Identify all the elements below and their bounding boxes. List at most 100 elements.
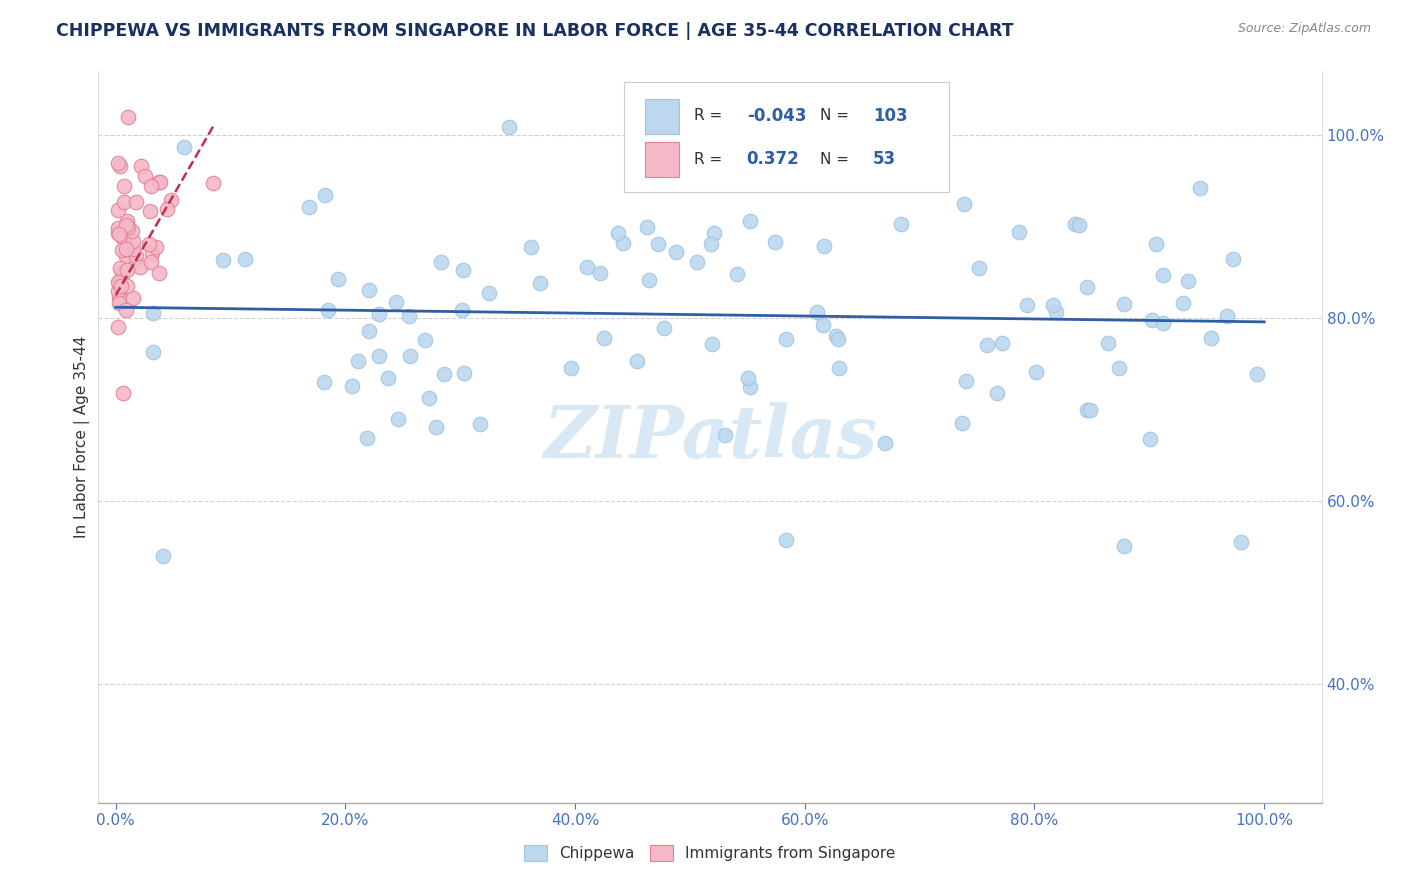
Point [111, 229, 134, 244]
Point [714, 428, 737, 442]
Point [108, 261, 131, 276]
Point [529, 276, 551, 290]
Point [114, 303, 136, 318]
Point [1097, 336, 1119, 351]
Point [112, 385, 135, 400]
Point [145, 240, 167, 254]
Legend: Chippewa, Immigrants from Singapore: Chippewa, Immigrants from Singapore [524, 845, 896, 861]
Point [107, 227, 129, 241]
Text: CHIPPEWA VS IMMIGRANTS FROM SINGAPORE IN LABOR FORCE | AGE 35-44 CORRELATION CHA: CHIPPEWA VS IMMIGRANTS FROM SINGAPORE IN… [56, 22, 1014, 40]
Point [129, 260, 152, 274]
Point [160, 194, 183, 208]
Point [1025, 365, 1047, 379]
Point [340, 379, 363, 393]
Point [1177, 274, 1199, 288]
Point [122, 291, 145, 305]
Point [1140, 312, 1163, 326]
Point [122, 234, 145, 248]
Point [111, 266, 134, 280]
Point [478, 286, 501, 301]
Point [377, 371, 399, 385]
Point [316, 302, 339, 317]
Point [740, 380, 762, 394]
Point [765, 235, 787, 250]
Point [700, 237, 723, 252]
Point [121, 225, 143, 239]
Text: R =: R = [695, 152, 727, 167]
Point [107, 202, 129, 217]
Point [387, 412, 409, 426]
Point [1078, 403, 1101, 417]
Point [418, 391, 440, 405]
Point [686, 255, 709, 269]
Point [398, 310, 420, 324]
Point [138, 204, 160, 219]
Point [124, 255, 146, 269]
Point [107, 284, 129, 298]
Point [107, 221, 129, 235]
Point [1216, 309, 1239, 323]
Point [827, 361, 849, 376]
Point [115, 279, 138, 293]
Point [124, 249, 146, 263]
Point [138, 236, 160, 251]
Point [740, 214, 762, 228]
Point [1063, 217, 1085, 231]
Point [953, 197, 976, 211]
Point [148, 267, 170, 281]
Point [357, 324, 380, 338]
Point [827, 332, 849, 346]
Point [117, 110, 139, 124]
Point [115, 249, 138, 263]
Point [1199, 331, 1222, 345]
Point [665, 245, 688, 260]
Point [149, 175, 172, 189]
Point [875, 436, 897, 450]
Point [314, 375, 336, 389]
Point [589, 266, 612, 280]
Point [468, 417, 491, 431]
Point [1188, 180, 1211, 194]
Point [1144, 237, 1167, 252]
Point [125, 195, 148, 210]
Point [314, 187, 336, 202]
Text: ZIPatlas: ZIPatlas [543, 401, 877, 473]
Text: 0.372: 0.372 [747, 150, 800, 168]
Point [592, 331, 614, 345]
Point [955, 374, 977, 388]
Point [1230, 534, 1253, 549]
FancyBboxPatch shape [645, 142, 679, 177]
Point [413, 334, 436, 348]
FancyBboxPatch shape [645, 99, 679, 135]
Point [976, 338, 998, 352]
Point [967, 260, 990, 275]
Point [108, 160, 131, 174]
Point [107, 276, 129, 290]
Point [637, 272, 659, 286]
Point [115, 242, 138, 256]
Text: 103: 103 [873, 107, 907, 125]
Point [986, 386, 1008, 401]
Point [806, 304, 828, 318]
Point [115, 263, 138, 277]
Point [1222, 252, 1244, 266]
Point [520, 240, 543, 254]
Point [775, 533, 797, 547]
Point [1246, 367, 1268, 381]
Point [347, 354, 370, 368]
Point [654, 321, 676, 335]
Point [211, 253, 233, 268]
Point [115, 243, 138, 257]
Point [1067, 218, 1090, 232]
Point [115, 218, 138, 232]
Point [108, 277, 131, 291]
Point [560, 361, 582, 376]
Point [107, 320, 129, 334]
Point [702, 337, 724, 351]
Point [108, 227, 131, 242]
Point [384, 295, 406, 310]
Point [1015, 297, 1038, 311]
Point [110, 243, 132, 257]
Point [1108, 361, 1130, 376]
Text: -0.043: -0.043 [747, 107, 806, 125]
